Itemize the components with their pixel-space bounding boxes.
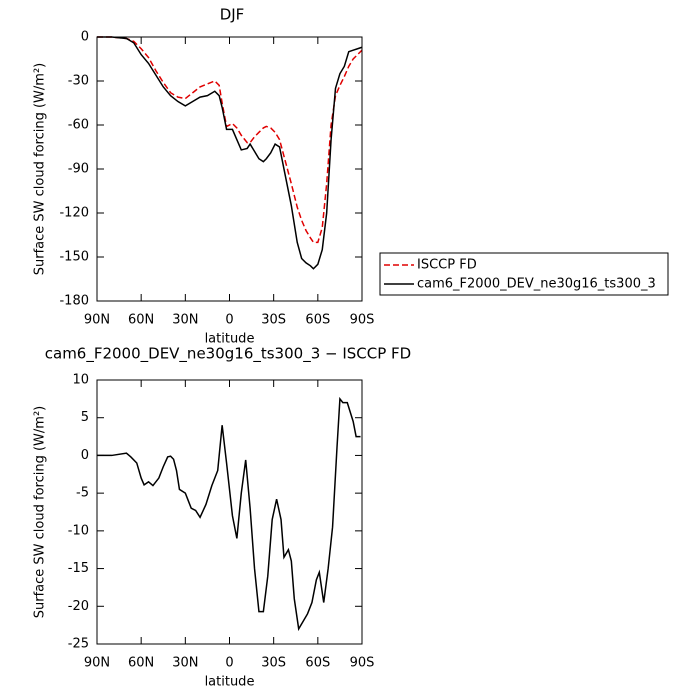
x-tick-label: 30N — [172, 656, 198, 671]
x-tick-label: 90N — [84, 656, 110, 671]
plot-frame — [96, 379, 363, 645]
x-tick-label: 60N — [128, 313, 154, 328]
x-tick-label: 30S — [261, 656, 286, 671]
y-tick-label: -90 — [68, 162, 89, 177]
legend-label: ISCCP FD — [417, 258, 477, 273]
legend-label: cam6_F2000_DEV_ne30g16_ts300_3 — [417, 277, 656, 292]
x-tick-label: 90S — [350, 656, 375, 671]
x-tick-label: 60S — [305, 656, 330, 671]
plot-frame — [96, 36, 363, 302]
y-tick-label: -60 — [68, 118, 89, 133]
chart-panel: DJF latitude Surface SW cloud forcing (W/m… — [33, 6, 669, 347]
x-tick-label: 90N — [84, 313, 110, 328]
y-tick-label: 5 — [81, 410, 89, 425]
y-tick-label: -120 — [59, 206, 89, 221]
x-tick-label: 60N — [128, 656, 154, 671]
x-tick-label: 90S — [350, 313, 375, 328]
x-tick-label: 0 — [225, 656, 233, 671]
data-line — [97, 36, 363, 270]
y-tick-label: -15 — [68, 561, 89, 576]
data-line — [97, 36, 363, 244]
y-tick-label: -20 — [68, 599, 89, 614]
y-tick-label: 0 — [81, 30, 89, 45]
y-tick-label: -30 — [68, 74, 89, 89]
y-tick-label: -180 — [59, 294, 89, 309]
y-tick-label: -150 — [59, 250, 89, 265]
chart-title: DJF — [220, 6, 245, 24]
legend-box — [379, 252, 669, 296]
chart-panel: cam6_F2000_DEV_ne30g16_ts300_3 − ISCCP F… — [33, 345, 412, 690]
y-tick-label: 0 — [81, 448, 89, 463]
legend: ISCCP FD cam6_F2000_DEV_ne30g16_ts300_3 — [379, 252, 669, 296]
y-axis-label: Surface SW cloud forcing (W/m²) — [33, 63, 48, 275]
y-axis-label: Surface SW cloud forcing (W/m²) — [33, 406, 48, 618]
chart-title: cam6_F2000_DEV_ne30g16_ts300_3 − ISCCP F… — [45, 345, 411, 364]
y-tick-label: -5 — [76, 486, 89, 501]
x-tick-label: 60S — [305, 313, 330, 328]
x-tick-label: 30N — [172, 313, 198, 328]
x-tick-label: 0 — [225, 313, 233, 328]
x-tick-label: 30S — [261, 313, 286, 328]
y-tick-label: 10 — [72, 373, 89, 388]
x-axis-label: latitude — [205, 332, 255, 347]
y-tick-label: -25 — [68, 637, 89, 652]
data-line — [97, 396, 361, 632]
y-tick-label: -10 — [68, 523, 89, 538]
x-axis-label: latitude — [205, 675, 255, 690]
